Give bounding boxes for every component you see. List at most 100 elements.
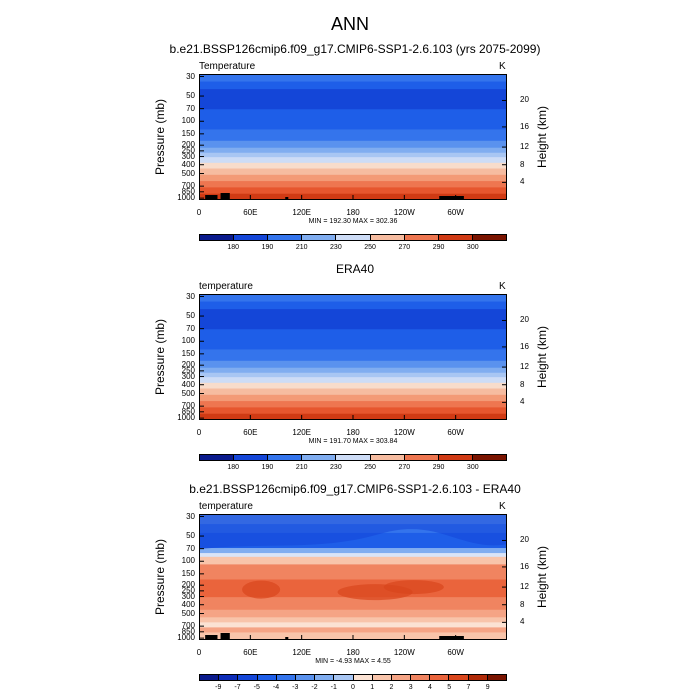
lon-tick-label: 60E — [243, 208, 258, 217]
colorbar-label: 250 — [364, 244, 376, 251]
y-axis-title-left: Pressure (mb) — [153, 539, 167, 616]
colorbar-label: 230 — [330, 464, 342, 471]
contour-band — [199, 309, 507, 330]
height-tick-label: 16 — [520, 561, 529, 571]
contour-plot — [199, 74, 507, 200]
pressure-tick-label: 1000 — [177, 413, 195, 423]
colorbar-label: -1 — [330, 684, 337, 691]
lon-tick-label: 0 — [196, 428, 202, 437]
colorbar-label: 1 — [370, 684, 375, 691]
variable-label: Temperature — [199, 61, 256, 72]
pressure-tick-label: 200 — [181, 360, 195, 370]
topography-mask — [220, 193, 230, 200]
topography-mask — [205, 635, 218, 640]
min-max-text: MIN = -4.93 MAX = 4.55 — [315, 658, 391, 665]
contour-feature — [383, 580, 444, 595]
contour-band — [199, 617, 507, 623]
colorbar-label: 9 — [485, 684, 490, 691]
contour-band — [199, 407, 507, 415]
height-tick-label: 12 — [520, 582, 529, 592]
min-max-text: MIN = 192.30 MAX = 302.36 — [308, 218, 398, 225]
contour-band — [199, 147, 507, 154]
y-axis-title-left: Pressure (mb) — [153, 319, 167, 396]
contour-band — [199, 622, 507, 628]
contour-band — [199, 372, 507, 378]
pressure-tick-label: 50 — [186, 91, 195, 101]
colorbar-label: 0 — [351, 684, 355, 691]
lon-tick-label: 180 — [346, 648, 360, 657]
contour-band — [199, 609, 507, 618]
colorbar-swatch — [295, 675, 316, 680]
colorbar-label: -9 — [215, 684, 222, 691]
pressure-tick-label: 500 — [181, 168, 195, 178]
colorbar-label: 290 — [432, 464, 445, 471]
colorbar-swatch — [276, 675, 296, 680]
colorbar-swatch — [234, 455, 269, 460]
main-title: ANN — [330, 14, 369, 34]
pressure-tick-label: 400 — [181, 379, 195, 389]
lon-tick-label: 120W — [393, 428, 415, 437]
lon-tick-label: 180 — [346, 428, 360, 437]
colorbar-swatch — [372, 675, 392, 680]
colorbar-swatch — [438, 455, 473, 460]
contour-band — [199, 556, 507, 565]
colorbar-swatch — [200, 675, 220, 680]
colorbar-label: 250 — [364, 464, 376, 471]
colorbar-label: 190 — [261, 464, 274, 471]
contour-band — [199, 162, 507, 169]
pressure-tick-label: 30 — [186, 291, 195, 301]
colorbar-swatch — [315, 675, 335, 680]
pressure-tick-label: 500 — [181, 608, 195, 618]
lon-tick-label: 60E — [243, 428, 258, 437]
pressure-tick-label: 250 — [181, 585, 195, 595]
lon-tick-label: 120E — [292, 428, 311, 437]
colorbar-label: 210 — [295, 244, 308, 251]
colorbar-label: 210 — [295, 464, 308, 471]
pressure-tick-label: 50 — [186, 531, 195, 541]
colorbar-swatch — [404, 455, 439, 460]
pressure-tick-label: 100 — [181, 116, 195, 126]
contour-feature — [199, 514, 507, 550]
pressure-tick-label: 150 — [181, 348, 195, 358]
colorbar-swatch — [472, 235, 506, 240]
contour-band — [199, 597, 507, 611]
colorbar-swatch — [391, 675, 412, 680]
lon-tick-label: 120E — [292, 648, 311, 657]
topography-mask — [439, 196, 464, 200]
height-tick-label: 8 — [520, 379, 525, 389]
colorbar-label: 180 — [227, 464, 240, 471]
colorbar-label: 290 — [432, 244, 445, 251]
colorbar-swatch — [200, 455, 235, 460]
colorbar-label: 5 — [447, 684, 452, 691]
colorbar-label: -2 — [311, 684, 318, 691]
colorbar-label: 2 — [389, 684, 394, 691]
contour-band — [199, 301, 507, 310]
colorbar-label: 180 — [227, 244, 240, 251]
colorbar-swatch — [268, 235, 303, 240]
contour-band — [199, 401, 507, 408]
pressure-tick-label: 300 — [181, 371, 195, 381]
colorbar-swatch — [234, 235, 269, 240]
pressure-tick-label: 150 — [181, 568, 195, 578]
colorbar-label: 4 — [428, 684, 432, 691]
contour-band — [199, 548, 507, 554]
pressure-tick-label: 850 — [181, 626, 195, 636]
contour-band — [199, 294, 507, 303]
contour-band — [199, 152, 507, 158]
contour-plot — [199, 294, 507, 420]
contour-plot — [199, 514, 507, 640]
pressure-tick-label: 500 — [181, 388, 195, 398]
topography-mask — [205, 195, 218, 200]
pressure-tick-label: 30 — [186, 71, 195, 81]
contour-band — [199, 81, 507, 90]
colorbar-swatch — [370, 455, 405, 460]
pressure-tick-label: 30 — [186, 511, 195, 521]
pressure-tick-label: 700 — [181, 181, 195, 191]
colorbar-swatch — [411, 675, 431, 680]
colorbar-swatch — [430, 675, 450, 680]
colorbar-swatch — [468, 675, 488, 680]
pressure-tick-label: 300 — [181, 151, 195, 161]
colorbar-label: -4 — [272, 684, 280, 691]
min-max-text: MIN = 191.70 MAX = 303.84 — [308, 438, 398, 445]
contour-band — [199, 627, 507, 633]
